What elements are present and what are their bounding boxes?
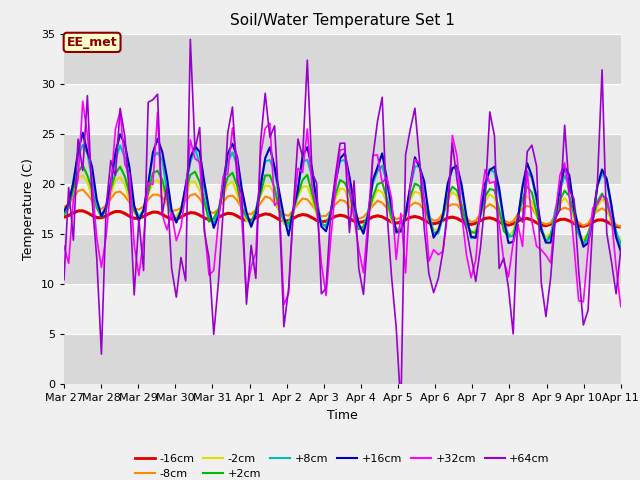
Bar xyxy=(64,134,621,184)
Text: EE_met: EE_met xyxy=(67,36,117,49)
Bar xyxy=(64,234,621,284)
Legend: -16cm, -8cm, -2cm, +2cm, +8cm, +16cm, +32cm, +64cm: -16cm, -8cm, -2cm, +2cm, +8cm, +16cm, +3… xyxy=(131,449,554,480)
Bar xyxy=(64,84,621,134)
Y-axis label: Temperature (C): Temperature (C) xyxy=(22,158,35,260)
Title: Soil/Water Temperature Set 1: Soil/Water Temperature Set 1 xyxy=(230,13,455,28)
X-axis label: Time: Time xyxy=(327,408,358,421)
Bar xyxy=(64,284,621,334)
Bar xyxy=(64,34,621,84)
Bar xyxy=(64,184,621,234)
Bar xyxy=(64,334,621,384)
